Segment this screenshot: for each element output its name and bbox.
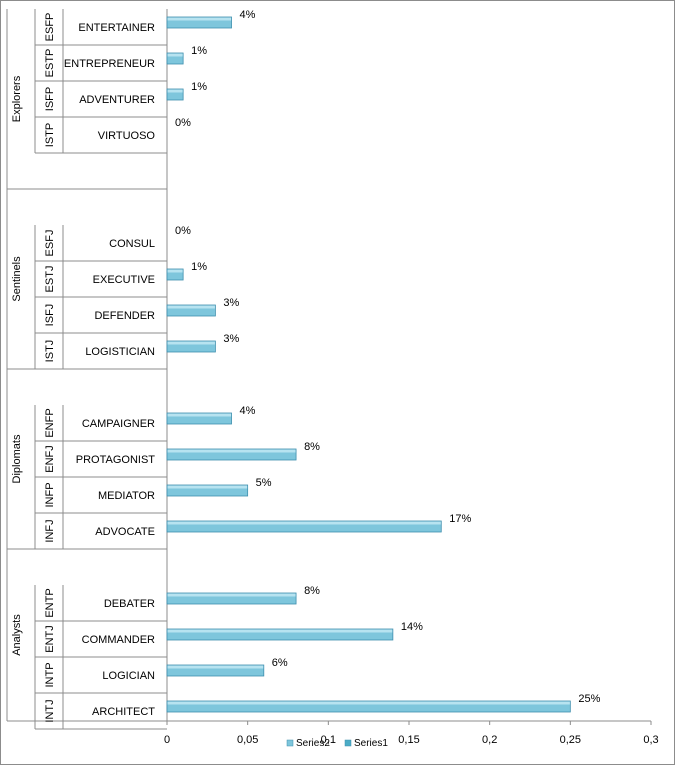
data-label: 1% bbox=[191, 45, 207, 57]
type-code-label: ESFP bbox=[44, 13, 56, 42]
type-name-label: CONSUL bbox=[109, 238, 155, 250]
data-label: 4% bbox=[240, 405, 256, 417]
bar bbox=[166, 52, 184, 65]
data-label: 8% bbox=[304, 585, 320, 597]
data-label: 8% bbox=[304, 441, 320, 453]
type-name-label: MEDIATOR bbox=[98, 490, 155, 502]
bar bbox=[166, 304, 216, 317]
type-name-label: COMMANDER bbox=[82, 634, 155, 646]
bar-highlight bbox=[167, 701, 570, 705]
bar-highlight bbox=[167, 413, 232, 417]
type-code-label: INTP bbox=[44, 662, 56, 687]
bar bbox=[166, 664, 265, 677]
category-axis-labels: Explorers ESFP ENTERTAINER ESTP ENTREPRENEUR… bbox=[11, 13, 155, 723]
bar-highlight bbox=[167, 305, 215, 309]
type-name-label: PROTAGONIST bbox=[76, 454, 156, 466]
type-code-label: ENFP bbox=[44, 408, 56, 437]
tick-label: 0,15 bbox=[398, 734, 419, 746]
type-name-label: DEBATER bbox=[104, 598, 155, 610]
type-code-label: ESFJ bbox=[44, 230, 56, 257]
bar-series: 4% 1% 1% 0% 0% 1% 3% 3% 4% 8% 5% 17% 8% 14% 6% 25% bbox=[166, 9, 601, 713]
bar-highlight bbox=[167, 89, 183, 93]
bar bbox=[166, 268, 184, 281]
data-label: 5% bbox=[256, 477, 272, 489]
legend-swatch bbox=[344, 739, 352, 747]
group-label: Diplomats bbox=[11, 434, 23, 483]
type-name-label: ENTREPRENEUR bbox=[64, 58, 155, 70]
bar-highlight bbox=[167, 593, 296, 597]
group-label: Analysts bbox=[11, 614, 23, 656]
bar bbox=[166, 700, 571, 713]
bar-highlight bbox=[167, 17, 232, 21]
type-code-label: INFP bbox=[44, 482, 56, 507]
bar bbox=[166, 448, 297, 461]
data-label: 25% bbox=[578, 693, 600, 705]
type-name-label: EXECUTIVE bbox=[93, 274, 155, 286]
bar bbox=[166, 88, 184, 101]
bar bbox=[166, 520, 442, 533]
tick-label: 0,1 bbox=[321, 734, 336, 746]
value-axis-ticks: 0 0,05 0,1 0,15 0,2 0,25 0,3 bbox=[164, 721, 659, 746]
type-name-label: DEFENDER bbox=[94, 310, 155, 322]
chart-axes bbox=[6, 9, 651, 730]
legend-label: Series1 bbox=[354, 738, 388, 749]
type-name-label: ARCHITECT bbox=[92, 706, 155, 718]
data-label: 6% bbox=[272, 657, 288, 669]
data-label: 14% bbox=[401, 621, 423, 633]
bar bbox=[166, 16, 232, 29]
type-code-label: ISFJ bbox=[44, 304, 56, 327]
tick-label: 0,25 bbox=[560, 734, 581, 746]
bar-highlight bbox=[167, 53, 183, 57]
data-label: 0% bbox=[175, 225, 191, 237]
group-label: Sentinels bbox=[11, 256, 23, 302]
group-label: Explorers bbox=[11, 75, 23, 122]
data-label: 1% bbox=[191, 81, 207, 93]
tick-label: 0,05 bbox=[237, 734, 258, 746]
type-code-label: INFJ bbox=[44, 519, 56, 542]
legend-swatch bbox=[286, 739, 294, 747]
data-label: 3% bbox=[223, 297, 239, 309]
legend: Series2 Series1 bbox=[286, 738, 388, 749]
tick-label: 0,3 bbox=[643, 734, 658, 746]
type-name-label: CAMPAIGNER bbox=[82, 418, 155, 430]
tick-label: 0 bbox=[164, 734, 170, 746]
type-code-label: ESTP bbox=[44, 49, 56, 78]
type-code-label: ESTJ bbox=[44, 266, 56, 293]
type-name-label: LOGISTICIAN bbox=[85, 346, 155, 358]
legend-label: Series2 bbox=[296, 738, 330, 749]
type-name-label: ADVENTURER bbox=[79, 94, 155, 106]
data-label: 1% bbox=[191, 261, 207, 273]
bar-highlight bbox=[167, 341, 215, 345]
type-name-label: VIRTUOSO bbox=[98, 130, 156, 142]
type-code-label: ENFJ bbox=[44, 445, 56, 473]
bar bbox=[166, 340, 216, 353]
type-code-label: INTJ bbox=[44, 699, 56, 722]
type-name-label: LOGICIAN bbox=[102, 670, 155, 682]
type-code-label: ISTJ bbox=[44, 340, 56, 363]
data-label: 17% bbox=[449, 513, 471, 525]
data-label: 0% bbox=[175, 117, 191, 129]
bar-highlight bbox=[167, 449, 296, 453]
type-name-label: ENTERTAINER bbox=[78, 22, 155, 34]
bar bbox=[166, 592, 297, 605]
bar bbox=[166, 412, 232, 425]
bar-highlight bbox=[167, 665, 264, 669]
bar-highlight bbox=[167, 521, 441, 525]
type-code-label: ISTP bbox=[44, 123, 56, 147]
bar-highlight bbox=[167, 485, 248, 489]
bar bbox=[166, 484, 249, 497]
bar-highlight bbox=[167, 269, 183, 273]
data-label: 4% bbox=[240, 9, 256, 21]
tick-label: 0,2 bbox=[482, 734, 497, 746]
bar bbox=[166, 628, 394, 641]
bar-highlight bbox=[167, 629, 393, 633]
type-code-label: ENTJ bbox=[44, 625, 56, 653]
data-label: 3% bbox=[223, 333, 239, 345]
type-code-label: ENTP bbox=[44, 588, 56, 617]
type-name-label: ADVOCATE bbox=[95, 526, 155, 538]
type-code-label: ISFP bbox=[44, 87, 56, 111]
